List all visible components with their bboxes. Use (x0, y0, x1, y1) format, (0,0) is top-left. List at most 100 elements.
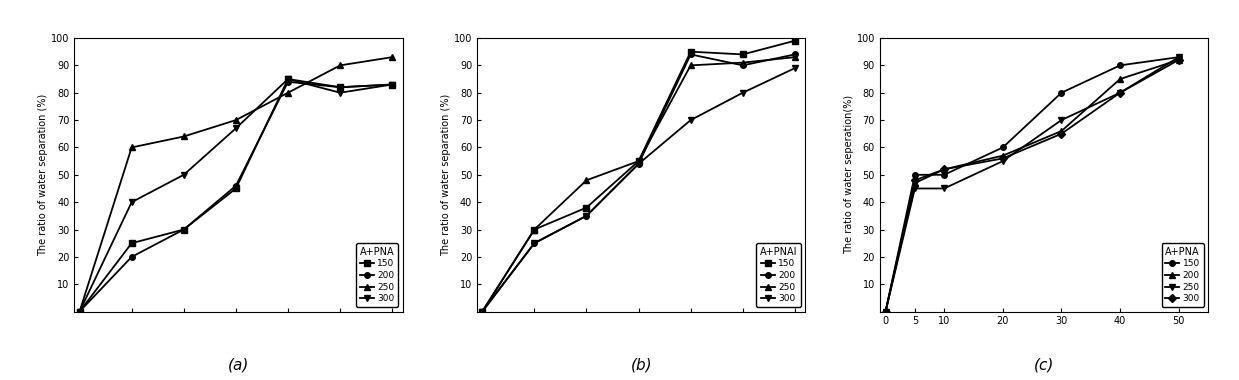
150 (475, 309, 489, 314)
300 (736, 90, 751, 95)
300 (228, 126, 243, 131)
250 (228, 118, 243, 122)
200 (333, 85, 348, 90)
150 (937, 173, 952, 177)
Line: 300: 300 (479, 65, 798, 314)
250 (1113, 90, 1127, 95)
250 (907, 186, 922, 191)
150 (907, 173, 922, 177)
Y-axis label: The ratio of water separation (%): The ratio of water separation (%) (441, 94, 451, 256)
300 (878, 309, 893, 314)
200 (475, 309, 489, 314)
200 (937, 167, 952, 172)
200 (878, 309, 893, 314)
150 (736, 52, 751, 57)
150 (683, 49, 698, 54)
150 (280, 77, 295, 81)
200 (280, 79, 295, 84)
Legend: 150, 200, 250, 300: 150, 200, 250, 300 (1162, 243, 1203, 307)
150 (385, 82, 400, 87)
300 (527, 241, 541, 245)
200 (1113, 77, 1127, 81)
300 (907, 178, 922, 182)
150 (124, 241, 139, 245)
200 (1054, 129, 1069, 133)
300 (475, 309, 489, 314)
200 (72, 309, 87, 314)
200 (995, 154, 1010, 158)
Line: 300: 300 (77, 76, 395, 314)
200 (907, 181, 922, 185)
150 (579, 205, 593, 210)
250 (176, 134, 191, 139)
Line: 250: 250 (479, 54, 798, 314)
250 (631, 159, 646, 163)
250 (72, 309, 87, 314)
Line: 150: 150 (77, 76, 395, 314)
300 (1054, 131, 1069, 136)
200 (788, 52, 803, 57)
300 (1171, 58, 1186, 62)
300 (995, 156, 1010, 161)
200 (527, 241, 541, 245)
Line: 150: 150 (479, 38, 798, 314)
150 (995, 145, 1010, 150)
300 (280, 77, 295, 81)
Text: (b): (b) (631, 357, 652, 372)
150 (1171, 55, 1186, 59)
Line: 150: 150 (882, 54, 1182, 314)
250 (333, 63, 348, 68)
250 (1171, 55, 1186, 59)
150 (878, 309, 893, 314)
Line: 250: 250 (77, 54, 395, 314)
150 (176, 227, 191, 232)
200 (124, 255, 139, 259)
300 (72, 309, 87, 314)
300 (176, 173, 191, 177)
250 (683, 63, 698, 68)
250 (878, 309, 893, 314)
150 (788, 38, 803, 43)
200 (683, 52, 698, 57)
150 (1054, 90, 1069, 95)
200 (1171, 58, 1186, 62)
Line: 200: 200 (77, 79, 395, 314)
Y-axis label: The ratio of water seperation(%): The ratio of water seperation(%) (844, 95, 854, 254)
Text: (c): (c) (1033, 357, 1054, 372)
150 (631, 159, 646, 163)
150 (527, 227, 541, 232)
250 (736, 60, 751, 65)
200 (228, 184, 243, 188)
Line: 250: 250 (882, 54, 1182, 314)
Legend: 150, 200, 250, 300: 150, 200, 250, 300 (756, 243, 800, 307)
300 (631, 162, 646, 166)
300 (683, 118, 698, 122)
250 (280, 90, 295, 95)
200 (579, 214, 593, 218)
150 (1113, 63, 1127, 68)
200 (176, 227, 191, 232)
Line: 200: 200 (479, 52, 798, 314)
Text: (a): (a) (228, 357, 249, 372)
150 (72, 309, 87, 314)
300 (124, 200, 139, 204)
250 (124, 145, 139, 150)
Line: 300: 300 (882, 57, 1182, 314)
250 (937, 186, 952, 191)
250 (1054, 118, 1069, 122)
200 (736, 63, 751, 68)
Y-axis label: The ratio of water separation (%): The ratio of water separation (%) (38, 94, 48, 256)
Line: 200: 200 (882, 57, 1182, 314)
250 (579, 178, 593, 182)
150 (228, 186, 243, 191)
250 (788, 55, 803, 59)
200 (385, 82, 400, 87)
Legend: 150, 200, 250, 300: 150, 200, 250, 300 (357, 243, 398, 307)
200 (631, 162, 646, 166)
250 (995, 159, 1010, 163)
150 (333, 85, 348, 90)
300 (333, 90, 348, 95)
300 (385, 82, 400, 87)
250 (475, 309, 489, 314)
250 (385, 55, 400, 59)
